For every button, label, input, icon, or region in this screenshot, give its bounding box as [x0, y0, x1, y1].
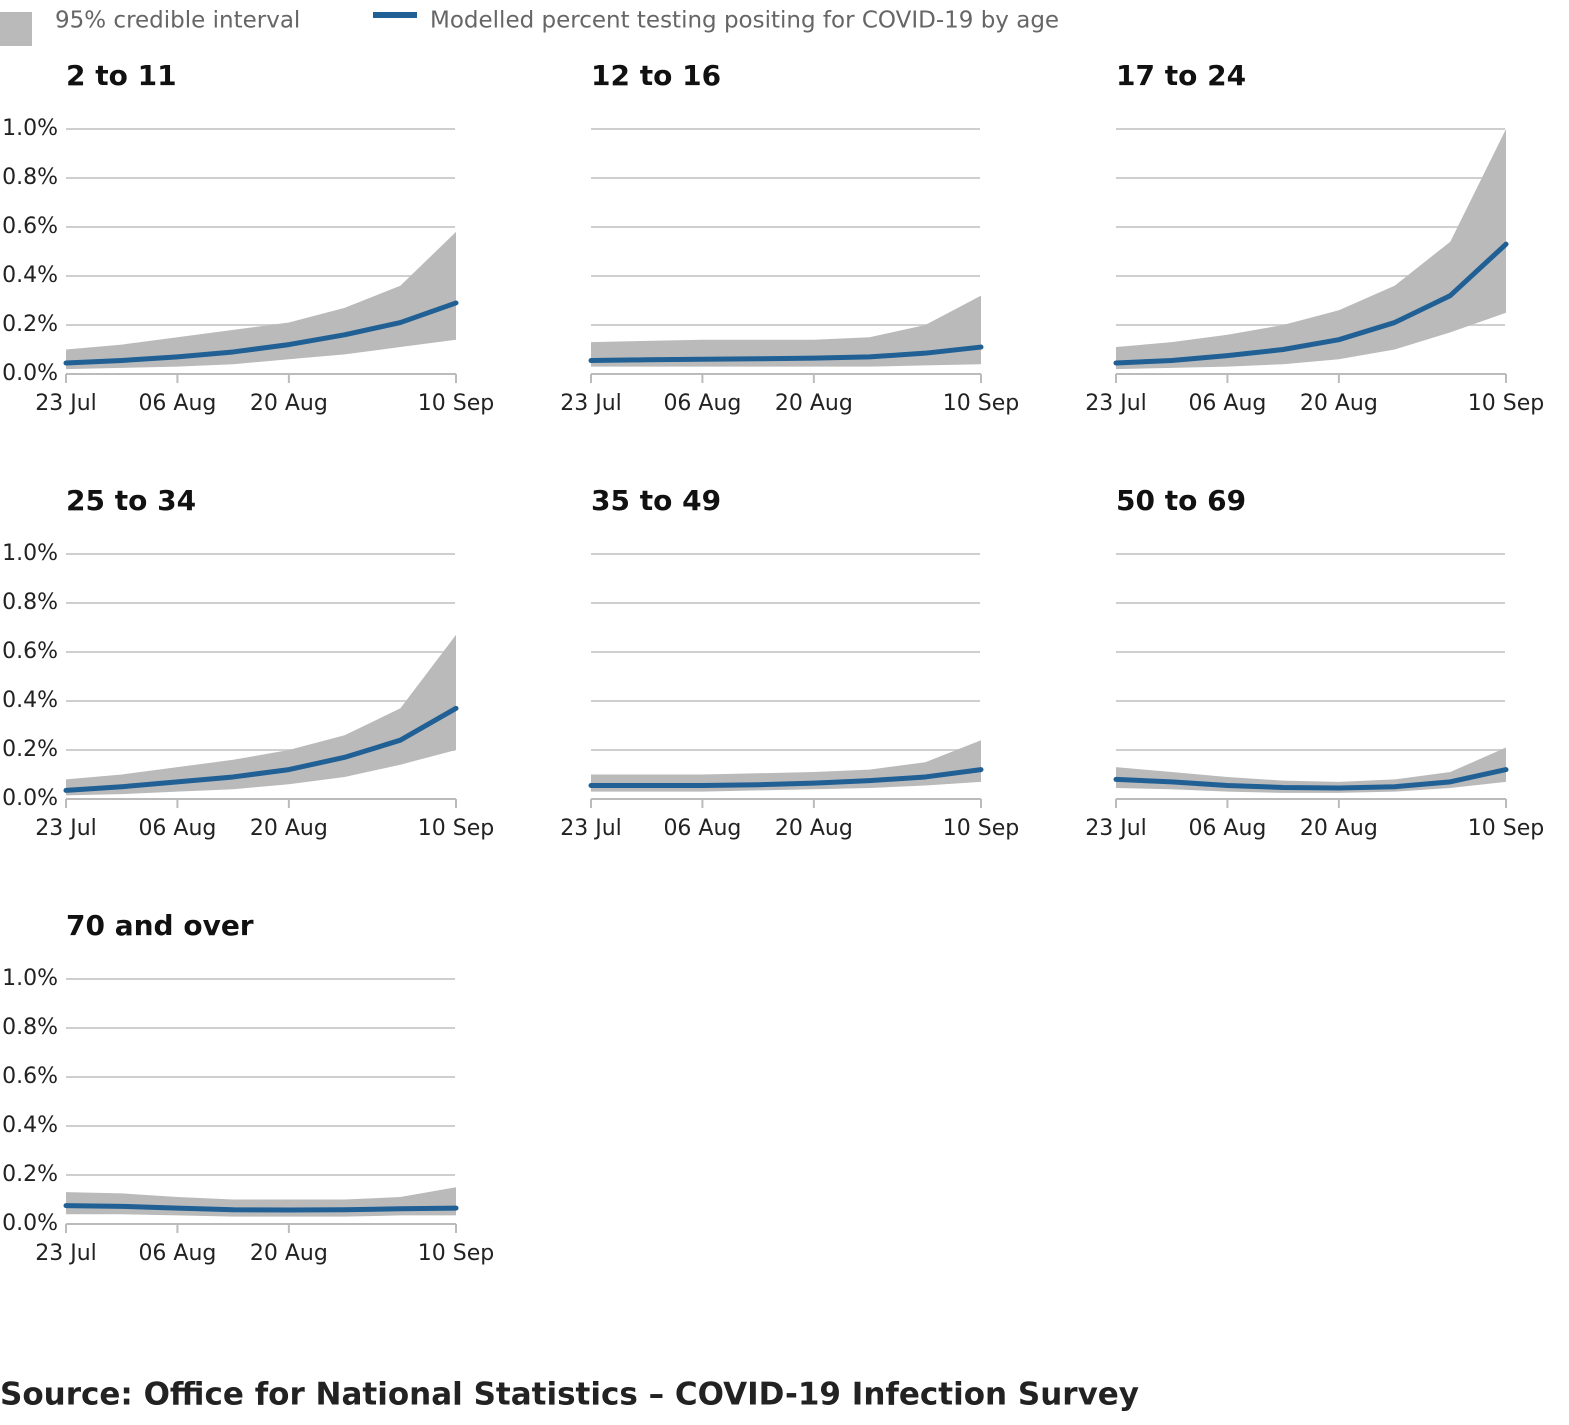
x-tick-label: 20 Aug: [775, 816, 853, 841]
modelled-line: [588, 344, 984, 364]
x-tick-label: 10 Sep: [943, 391, 1019, 416]
y-tick-label: 0.2%: [2, 312, 58, 337]
x-tick-label: 23 Jul: [560, 816, 622, 841]
panel-title: 70 and over: [66, 909, 254, 942]
y-tick-label: 0.6%: [2, 639, 58, 664]
panel-title: 2 to 11: [66, 59, 177, 92]
x-tick-label: 06 Aug: [663, 391, 741, 416]
panel-title: 50 to 69: [1116, 484, 1246, 517]
x-tick-label: 10 Sep: [418, 816, 494, 841]
x-tick-label: 20 Aug: [250, 391, 328, 416]
panel-title: 35 to 49: [591, 484, 721, 517]
x-tick-label: 23 Jul: [560, 391, 622, 416]
x-tick-label: 06 Aug: [138, 1241, 216, 1266]
source: Source: Office for National Statistics –…: [0, 1377, 1139, 1413]
modelled-line: [1113, 241, 1509, 366]
y-tick-label: 0.2%: [2, 1162, 58, 1187]
x-tick-label: 20 Aug: [1300, 391, 1378, 416]
modelled-line: [63, 705, 459, 793]
credible-interval: [591, 295, 981, 367]
y-tick-label: 0.4%: [2, 263, 58, 288]
credible-interval: [1116, 747, 1506, 793]
x-tick-label: 06 Aug: [1188, 816, 1266, 841]
y-tick-label: 0.0%: [2, 786, 58, 811]
legend-swatch-band: [0, 12, 32, 46]
x-tick-label: 10 Sep: [1468, 816, 1544, 841]
y-tick-label: 0.8%: [2, 590, 58, 615]
x-tick-label: 23 Jul: [35, 391, 97, 416]
y-tick-label: 0.8%: [2, 1015, 58, 1040]
x-tick-label: 10 Sep: [943, 816, 1019, 841]
y-tick-label: 0.4%: [2, 688, 58, 713]
x-tick-label: 10 Sep: [1468, 391, 1544, 416]
legend-label: 95% credible interval: [55, 8, 300, 34]
x-tick-label: 23 Jul: [35, 816, 97, 841]
x-tick-label: 06 Aug: [138, 391, 216, 416]
panel-title: 12 to 16: [591, 59, 721, 92]
x-tick-label: 06 Aug: [138, 816, 216, 841]
panel-title: 17 to 24: [1116, 59, 1246, 92]
modelled-line: [63, 300, 459, 366]
y-tick-label: 0.2%: [2, 737, 58, 762]
modelled-line: [1113, 767, 1509, 791]
modelled-line: [63, 1203, 459, 1213]
x-tick-label: 23 Jul: [1085, 816, 1147, 841]
x-tick-label: 06 Aug: [663, 816, 741, 841]
y-tick-label: 0.0%: [2, 1211, 58, 1236]
modelled-line: [588, 767, 984, 789]
x-tick-label: 20 Aug: [250, 1241, 328, 1266]
credible-interval: [1116, 129, 1506, 370]
y-tick-label: 1.0%: [2, 541, 58, 566]
x-tick-label: 23 Jul: [35, 1241, 97, 1266]
y-tick-label: 0.0%: [2, 361, 58, 386]
x-tick-label: 23 Jul: [1085, 391, 1147, 416]
y-tick-label: 1.0%: [2, 116, 58, 141]
y-tick-label: 1.0%: [2, 966, 58, 991]
x-tick-label: 10 Sep: [418, 1241, 494, 1266]
credible-interval: [66, 231, 456, 370]
panel-title: 25 to 34: [66, 484, 196, 517]
x-tick-label: 20 Aug: [775, 391, 853, 416]
y-tick-label: 0.8%: [2, 165, 58, 190]
x-tick-label: 20 Aug: [1300, 816, 1378, 841]
x-tick-label: 06 Aug: [1188, 391, 1266, 416]
y-tick-label: 0.6%: [2, 1064, 58, 1089]
legend-label: Modelled percent testing positing for CO…: [430, 8, 1059, 34]
y-tick-label: 0.4%: [2, 1113, 58, 1138]
x-tick-label: 10 Sep: [418, 391, 494, 416]
x-tick-label: 20 Aug: [250, 816, 328, 841]
y-tick-label: 0.6%: [2, 214, 58, 239]
